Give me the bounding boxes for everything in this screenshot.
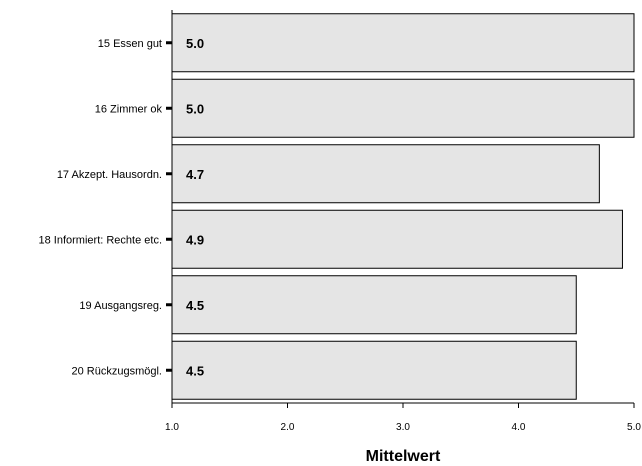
- bars-group: 5.0 5.0 4.7 4.9 4.5 4.5: [171, 13, 635, 400]
- value-label-5: 4.5: [186, 298, 204, 313]
- value-label-1: 5.0: [186, 36, 204, 51]
- bar-2: [171, 78, 635, 138]
- category-label-1: 15 Essen gut: [98, 38, 162, 50]
- bar-3: [171, 144, 600, 204]
- x-axis-title: Mittelwert: [366, 448, 441, 465]
- value-label-6: 4.5: [186, 363, 204, 378]
- category-label-6: 20 Rückzugsmögl.: [72, 365, 163, 377]
- y-axis-ticks: 15 Essen gut 16 Zimmer ok 17 Akzept. Hauso…: [39, 38, 172, 377]
- bar-5: [171, 275, 577, 335]
- x-tick-label-2: 2.0: [281, 422, 295, 433]
- x-axis: 1.0 2.0 3.0 4.0 5.0: [165, 402, 641, 433]
- value-label-3: 4.7: [186, 167, 204, 182]
- bar-1: [171, 13, 635, 73]
- category-label-2: 16 Zimmer ok: [95, 103, 163, 115]
- x-tick-label-3: 3.0: [396, 422, 410, 433]
- bar-6: [171, 340, 577, 400]
- value-label-4: 4.9: [186, 232, 204, 247]
- category-label-4: 18 Informiert: Rechte etc.: [39, 234, 163, 246]
- x-tick-label-1: 1.0: [165, 422, 179, 433]
- bar-4: [171, 209, 623, 269]
- x-tick-label-4: 4.0: [512, 422, 526, 433]
- x-tick-label-5: 5.0: [627, 422, 641, 433]
- category-label-5: 19 Ausgangsreg.: [79, 300, 162, 312]
- value-label-2: 5.0: [186, 101, 204, 116]
- category-label-3: 17 Akzept. Hausordn.: [57, 169, 162, 181]
